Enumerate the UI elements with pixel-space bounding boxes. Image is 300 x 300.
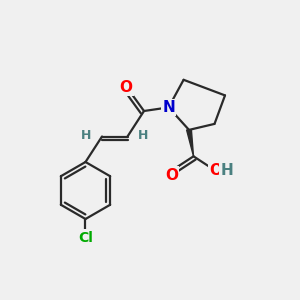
Polygon shape xyxy=(187,130,194,156)
Text: O: O xyxy=(119,80,133,94)
Text: H: H xyxy=(81,128,92,142)
Text: H: H xyxy=(220,163,233,178)
Text: O: O xyxy=(209,163,222,178)
Text: Cl: Cl xyxy=(78,231,93,244)
Text: H: H xyxy=(138,128,148,142)
Text: N: N xyxy=(162,100,175,115)
Text: O: O xyxy=(165,168,178,183)
